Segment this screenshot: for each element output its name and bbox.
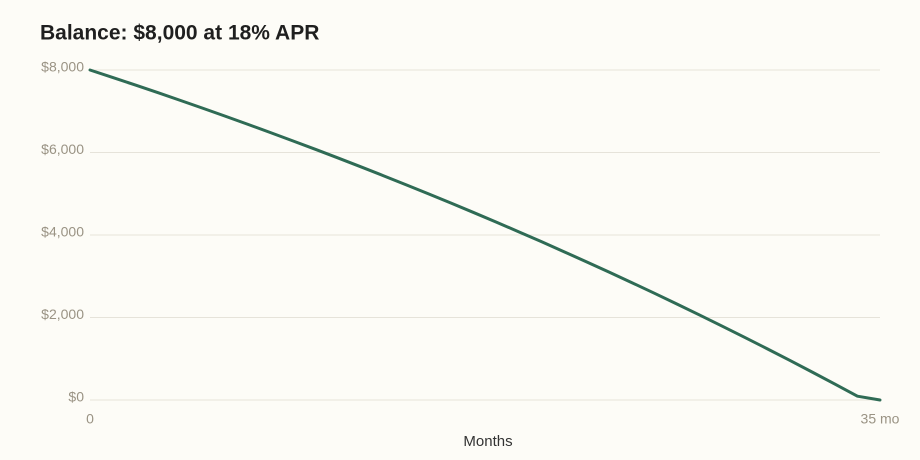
x-tick-label: 0 xyxy=(86,411,94,427)
y-tick-label: $8,000 xyxy=(41,59,84,75)
y-tick-label: $6,000 xyxy=(41,141,84,157)
y-tick-label: $4,000 xyxy=(41,224,84,240)
chart-title: Balance: $8,000 at 18% APR xyxy=(40,22,319,45)
x-axis-label: Months xyxy=(463,433,512,450)
y-tick-label: $2,000 xyxy=(41,306,84,322)
balance-line xyxy=(88,68,882,402)
x-tick-label: 35 mo xyxy=(861,411,900,427)
y-tick-label: $0 xyxy=(68,389,84,405)
